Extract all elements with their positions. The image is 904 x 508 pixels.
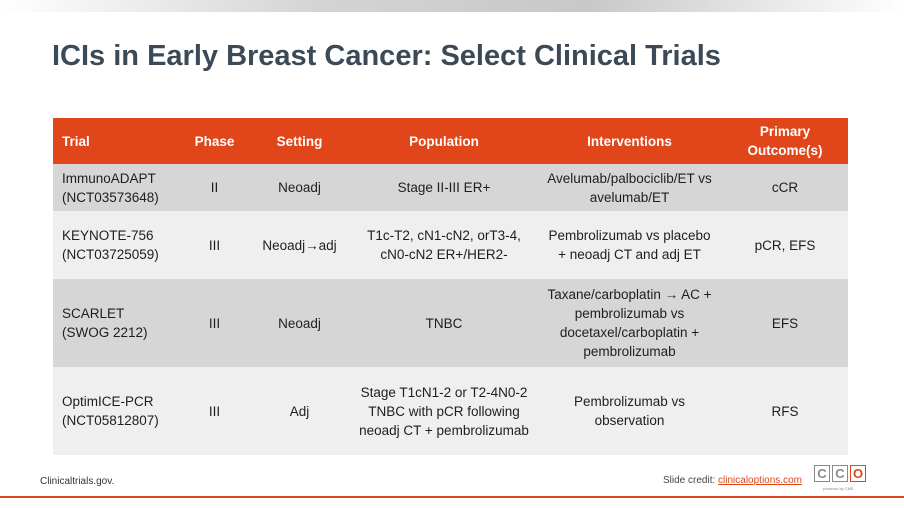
phase-cell: III [181, 211, 248, 279]
slide-credit: Slide credit: clinicaloptions.com [663, 475, 802, 486]
credit-label: Slide credit: [663, 475, 716, 486]
interventions-cell: Avelumab/palbociclib/ET vs avelumab/ET [537, 164, 722, 211]
trial-cell: ImmunoADAPT (NCT03573648) [53, 164, 181, 211]
outcome-cell: cCR [722, 164, 848, 211]
phase-cell: III [181, 279, 248, 367]
setting-cell: Neoadj [248, 164, 351, 211]
header-population: Population [351, 118, 537, 164]
bottom-accent-line [0, 496, 904, 498]
outcome-cell: pCR, EFS [722, 211, 848, 279]
trials-table: Trial Phase Setting Population Intervent… [53, 118, 848, 455]
population-cell: Stage T1cN1-2 or T2-4N0-2 TNBC with pCR … [351, 367, 537, 455]
table-row: SCARLET (SWOG 2212) III Neoadj TNBC Taxa… [53, 279, 848, 367]
top-decorative-bar [0, 0, 904, 12]
outcome-cell: RFS [722, 367, 848, 455]
trial-id: (NCT05812807) [62, 413, 159, 428]
interventions-cell: Pembrolizumab vs observation [537, 367, 722, 455]
logo-letter-o: O [850, 465, 866, 482]
trial-name: SCARLET [62, 306, 125, 321]
interventions-cell: Pembrolizumab vs placebo + neoadj CT and… [537, 211, 722, 279]
population-cell: TNBC [351, 279, 537, 367]
logo-tagline: powered by CME [823, 486, 854, 491]
trial-cell: SCARLET (SWOG 2212) [53, 279, 181, 367]
trial-id: (NCT03573648) [62, 189, 159, 205]
header-primary-outcomes: Primary Outcome(s) [722, 118, 848, 164]
trial-id: (SWOG 2212) [62, 325, 148, 340]
table-row: OptimICE-PCR (NCT05812807) III Adj Stage… [53, 367, 848, 455]
slide-title: ICIs in Early Breast Cancer: Select Clin… [52, 40, 721, 72]
logo-letter-c1: C [814, 465, 830, 482]
table-header-row: Trial Phase Setting Population Intervent… [53, 118, 848, 164]
outcome-cell: EFS [722, 279, 848, 367]
trial-name: KEYNOTE-756 [62, 228, 154, 243]
table-row: ImmunoADAPT (NCT03573648) II Neoadj Stag… [53, 164, 848, 211]
trial-name: ImmunoADAPT [62, 170, 156, 186]
trial-name: OptimICE-PCR [62, 394, 154, 409]
header-interventions: Interventions [537, 118, 722, 164]
setting-cell: Neoadj [248, 279, 351, 367]
cco-logo: C C O [814, 465, 868, 482]
population-cell: T1c-T2, cN1-cN2, orT3-4, cN0-cN2 ER+/HER… [351, 211, 537, 279]
trial-id: (NCT03725059) [62, 247, 159, 262]
trial-cell: OptimICE-PCR (NCT05812807) [53, 367, 181, 455]
setting-cell: Adj [248, 367, 351, 455]
header-trial: Trial [53, 118, 181, 164]
trial-cell: KEYNOTE-756 (NCT03725059) [53, 211, 181, 279]
credit-link[interactable]: clinicaloptions.com [718, 475, 802, 486]
phase-cell: III [181, 367, 248, 455]
phase-cell: II [181, 164, 248, 211]
logo-letter-c2: C [832, 465, 848, 482]
interventions-cell: Taxane/carboplatin → AC + pembrolizumab … [537, 279, 722, 367]
header-setting: Setting [248, 118, 351, 164]
header-phase: Phase [181, 118, 248, 164]
setting-cell: Neoadj→adj [248, 211, 351, 279]
population-cell: Stage II-III ER+ [351, 164, 537, 211]
table-row: KEYNOTE-756 (NCT03725059) III Neoadj→adj… [53, 211, 848, 279]
source-note: Clinicaltrials.gov. [40, 476, 115, 487]
